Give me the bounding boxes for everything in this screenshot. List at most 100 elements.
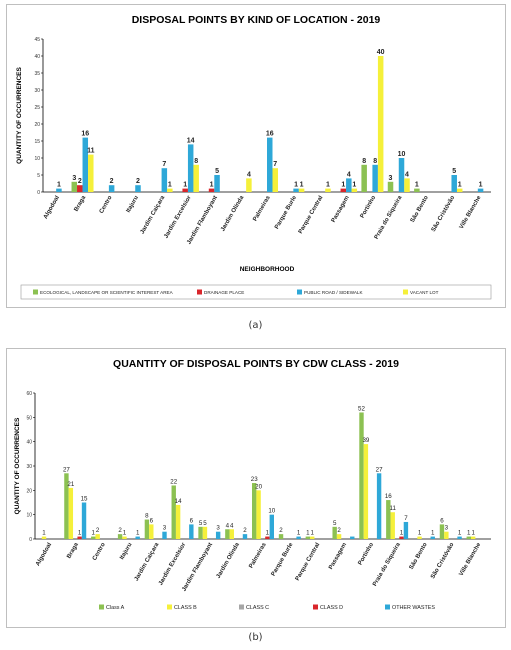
bar-other-wastes-jardim-olinda xyxy=(242,534,248,539)
x-tick-label-braga: Braga xyxy=(74,194,88,212)
x-tick-label-portinho: Portinho xyxy=(357,542,375,567)
bar-other-wastes-jardim-caicara xyxy=(162,531,167,539)
data-label: 1 xyxy=(467,530,471,537)
bar-public-road-sidewalk-praia-do-siqueira xyxy=(398,158,405,192)
x-tick-label-braga: Braga xyxy=(66,541,80,559)
data-label: 52 xyxy=(358,405,365,412)
data-label: 6 xyxy=(190,517,194,524)
bar-other-wastes-itajuru xyxy=(135,536,140,539)
bar-class-b-ville-blanche xyxy=(470,536,476,539)
bar-vacant-lot-parque-burle xyxy=(298,188,305,192)
bar-class-b-parque-central xyxy=(310,536,315,539)
legend-label-drainage-place: DRAINAGE PLACE xyxy=(204,290,244,295)
y-tick-label: 25 xyxy=(34,105,40,111)
bar-vacant-lot-parque-central xyxy=(325,188,331,192)
bar-class-a-jardim-excelsior xyxy=(171,485,176,539)
bar-other-wastes-passagem xyxy=(350,536,355,539)
bar-class-a-jardim-caicara xyxy=(144,519,150,539)
data-label: 2 xyxy=(243,527,247,534)
bar-ecological-landscape-or-scientific-interest-area-braga xyxy=(71,181,78,192)
x-tick-label-sao-bento: São Bento xyxy=(409,542,429,571)
bar-class-b-jardim-olinda xyxy=(229,529,234,539)
x-tick-label-praia-do-siqueira: Praia do Siqueira xyxy=(374,194,404,240)
cdw-class-bar-chart: QUANTITY OF DISPOSAL POINTS BY CDW CLASS… xyxy=(14,358,491,611)
data-label: 1 xyxy=(57,182,61,189)
x-tick-label-parque-central: Parque Central xyxy=(295,542,322,582)
data-label: 8 xyxy=(362,158,366,165)
bar-public-road-sidewalk-itajuru xyxy=(135,185,141,192)
x-tick-label-centro: Centro xyxy=(99,195,114,215)
x-tick-label-jardim-excelsior: Jardim Excelsior xyxy=(158,541,188,586)
bar-public-road-sidewalk-jardim-flamboyant xyxy=(214,175,220,192)
y-tick-label: 35 xyxy=(34,71,40,77)
x-tick-label-palmeiras: Palmeiras xyxy=(248,541,268,569)
chart-title: DISPOSAL POINTS BY KIND OF LOCATION - 20… xyxy=(132,14,381,26)
y-tick-label: 30 xyxy=(26,464,32,470)
data-label: 7 xyxy=(162,161,166,168)
bar-class-b-passagem xyxy=(336,534,342,539)
data-label: 20 xyxy=(255,483,262,490)
bar-vacant-lot-braga xyxy=(88,154,94,192)
legend-swatch-other-wastes xyxy=(385,604,390,610)
x-tick-label-jardim-olinda: Jardim Olinda xyxy=(216,541,242,579)
bar-vacant-lot-portinho xyxy=(377,56,384,192)
data-label: 8 xyxy=(373,158,377,165)
data-label: 1 xyxy=(266,530,270,537)
bar-class-b-jardim-flamboyant xyxy=(202,526,208,539)
bar-ecological-landscape-or-scientific-interest-area-sao-bento xyxy=(414,188,420,192)
y-tick-label: 45 xyxy=(34,37,40,43)
data-label: 14 xyxy=(187,137,195,144)
data-label: 5 xyxy=(199,520,203,527)
data-label: 16 xyxy=(266,131,274,138)
bar-class-b-praia-do-siqueira xyxy=(390,512,395,539)
bar-drainage-place-braga xyxy=(77,185,83,192)
data-label: 2 xyxy=(279,527,283,534)
data-label: 1 xyxy=(341,182,345,189)
data-label: 1 xyxy=(183,182,187,189)
data-label: 6 xyxy=(150,517,154,524)
bar-class-b-jardim-caicara xyxy=(149,524,154,539)
bar-other-wastes-jardim-excelsior xyxy=(189,524,194,539)
data-label: 4 xyxy=(247,171,251,178)
y-tick-label: 40 xyxy=(26,440,32,446)
bar-class-a-jardim-flamboyant xyxy=(198,526,203,539)
legend-label-public-road-sidewalk: PUBLIC ROAD / SIDEWALK xyxy=(304,290,363,295)
y-tick-label: 10 xyxy=(34,156,40,162)
bar-ecological-landscape-or-scientific-interest-area-portinho xyxy=(361,164,367,192)
legend-swatch-class-a xyxy=(99,604,104,610)
bar-class-b-centro xyxy=(95,534,100,539)
x-tick-label-itajuru: Itajuru xyxy=(119,542,134,561)
legend-label-vacant-lot: VACANT LOT xyxy=(410,290,439,295)
y-axis-label: QUANTITY OF OCCURRENCES xyxy=(14,417,21,514)
bar-class-d-palmeiras xyxy=(265,536,270,539)
data-label: 2 xyxy=(337,527,341,534)
data-label: 5 xyxy=(215,168,219,175)
x-tick-label-portinho: Portinho xyxy=(360,195,378,220)
y-tick-label: 0 xyxy=(37,190,40,196)
x-tick-label-centro: Centro xyxy=(92,542,107,562)
x-tick-label-passagem: Passagem xyxy=(328,542,348,571)
bar-vacant-lot-sao-cristovao xyxy=(456,188,463,192)
bar-public-road-sidewalk-algodoal xyxy=(56,188,62,192)
y-tick-label: 5 xyxy=(37,173,40,179)
y-tick-label: 60 xyxy=(26,391,32,397)
x-tick-label-jardim-olinda: Jardim Olinda xyxy=(220,194,246,232)
bar-other-wastes-jardim-flamboyant xyxy=(215,531,221,539)
data-label: 21 xyxy=(67,481,74,488)
bar-vacant-lot-jardim-excelsior xyxy=(193,164,199,192)
x-tick-label-sao-bento: São Bento xyxy=(410,195,430,224)
y-tick-label: 15 xyxy=(34,139,40,145)
legend-label-class-d: CLASS D xyxy=(320,605,343,611)
data-label: 39 xyxy=(362,437,369,444)
data-label: 27 xyxy=(376,466,383,473)
x-tick-label-ville-blanche: Ville Blanche xyxy=(459,194,483,230)
legend-swatch-class-c xyxy=(239,604,244,610)
data-label: 10 xyxy=(398,151,406,158)
bar-public-road-sidewalk-portinho xyxy=(372,164,378,192)
data-label: 16 xyxy=(385,493,392,500)
data-label: 1 xyxy=(418,530,422,537)
bar-drainage-place-jardim-flamboyant xyxy=(208,188,215,192)
bar-class-b-sao-bento xyxy=(417,536,422,539)
y-tick-label: 20 xyxy=(34,122,40,128)
caption-b: (b) xyxy=(248,632,263,643)
